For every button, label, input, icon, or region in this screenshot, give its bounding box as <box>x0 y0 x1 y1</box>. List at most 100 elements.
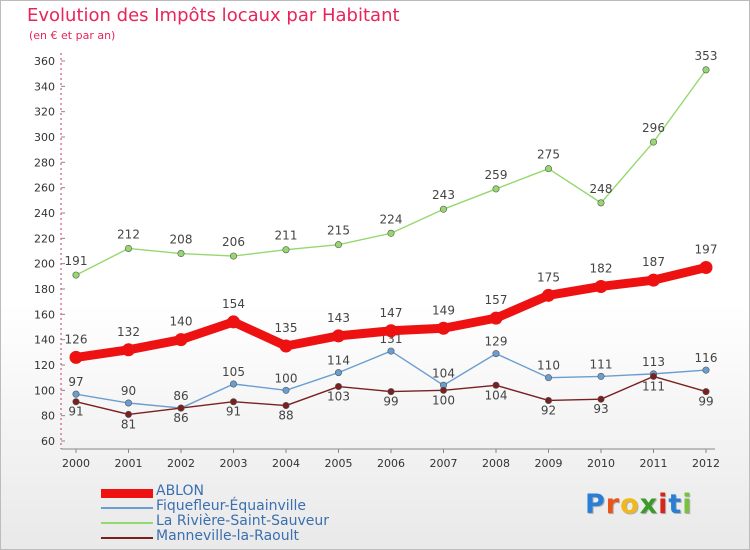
data-point-la-riviere-saint-sauveur <box>334 241 342 249</box>
y-tick-label: 220 <box>34 232 55 245</box>
data-point-manneville-la-raoult <box>230 398 238 406</box>
data-label-manneville-la-raoult: 103 <box>327 390 350 404</box>
data-label-fiquefleur-equainville: 90 <box>121 384 136 398</box>
data-point-la-riviere-saint-sauveur <box>387 229 395 237</box>
y-tick-label: 260 <box>34 182 55 195</box>
data-label-fiquefleur-equainville: 105 <box>222 365 245 379</box>
y-tick-label: 300 <box>34 131 55 144</box>
y-tick-label: 200 <box>34 258 55 271</box>
x-tick-label: 2008 <box>482 457 510 470</box>
data-label-ablon: 157 <box>485 293 508 307</box>
data-point-manneville-la-raoult <box>439 386 447 394</box>
data-point-la-riviere-saint-sauveur <box>544 165 552 173</box>
data-label-fiquefleur-equainville: 86 <box>173 389 188 403</box>
data-label-manneville-la-raoult: 104 <box>485 388 508 402</box>
chart-title: Evolution des Impôts locaux par Habitant <box>27 5 400 26</box>
data-label-manneville-la-raoult: 92 <box>541 403 556 417</box>
x-tick-label: 2000 <box>62 457 90 470</box>
data-label-fiquefleur-equainville: 114 <box>327 354 350 368</box>
data-point-ablon <box>384 324 398 338</box>
data-label-manneville-la-raoult: 99 <box>698 395 713 409</box>
data-point-manneville-la-raoult <box>387 388 395 396</box>
x-tick-label: 2005 <box>325 457 353 470</box>
data-point-ablon <box>227 315 240 329</box>
logo-letter: i <box>682 489 693 520</box>
data-label-fiquefleur-equainville: 111 <box>590 357 613 371</box>
data-point-ablon <box>174 333 188 347</box>
data-point-la-riviere-saint-sauveur <box>439 205 447 213</box>
data-point-manneville-la-raoult <box>492 381 500 389</box>
data-point-ablon <box>122 343 135 357</box>
data-label-ablon: 126 <box>65 332 88 346</box>
x-tick-label: 2012 <box>692 457 720 470</box>
data-label-fiquefleur-equainville: 110 <box>537 359 560 373</box>
data-label-manneville-la-raoult: 100 <box>432 393 455 407</box>
data-point-fiquefleur-equainville <box>387 347 395 355</box>
data-point-la-riviere-saint-sauveur <box>649 138 657 146</box>
data-label-la-riviere-saint-sauveur: 353 <box>695 49 718 63</box>
data-point-ablon <box>279 339 293 353</box>
y-tick-label: 320 <box>34 106 55 119</box>
data-label-manneville-la-raoult: 88 <box>278 409 293 423</box>
data-label-ablon: 147 <box>380 306 403 320</box>
data-label-ablon: 187 <box>642 255 665 269</box>
data-point-manneville-la-raoult <box>72 398 80 406</box>
data-label-fiquefleur-equainville: 97 <box>68 375 83 389</box>
data-label-la-riviere-saint-sauveur: 248 <box>590 182 613 196</box>
data-label-fiquefleur-equainville: 100 <box>275 371 298 385</box>
y-tick-label: 120 <box>34 359 55 372</box>
x-tick-label: 2001 <box>115 457 143 470</box>
y-tick-label: 240 <box>34 207 55 220</box>
data-label-ablon: 149 <box>432 303 455 317</box>
y-tick-label: 140 <box>34 334 55 347</box>
x-tick-label: 2004 <box>272 457 300 470</box>
data-point-fiquefleur-equainville <box>492 350 500 358</box>
legend-swatch <box>101 489 153 498</box>
data-point-la-riviere-saint-sauveur <box>492 185 500 193</box>
x-tick-label: 2009 <box>535 457 563 470</box>
legend-swatch <box>101 537 153 539</box>
data-label-ablon: 197 <box>695 242 718 256</box>
logo-letter: o <box>620 489 640 520</box>
x-tick-label: 2003 <box>220 457 248 470</box>
y-tick-label: 160 <box>34 308 55 321</box>
data-point-fiquefleur-equainville <box>597 372 605 380</box>
data-label-fiquefleur-equainville: 104 <box>432 366 455 380</box>
data-point-la-riviere-saint-sauveur <box>177 250 185 258</box>
data-label-manneville-la-raoult: 111 <box>642 379 665 393</box>
data-label-la-riviere-saint-sauveur: 275 <box>537 148 560 162</box>
data-point-manneville-la-raoult <box>702 388 710 396</box>
data-label-manneville-la-raoult: 99 <box>383 395 398 409</box>
legend-label: Fiquefleur-Équainville <box>156 498 307 514</box>
legend-swatch <box>101 522 153 524</box>
x-tick-label: 2010 <box>587 457 615 470</box>
data-point-manneville-la-raoult <box>177 404 185 412</box>
data-point-manneville-la-raoult <box>544 396 552 404</box>
data-label-manneville-la-raoult: 93 <box>593 402 608 416</box>
data-point-ablon <box>647 273 660 287</box>
data-label-la-riviere-saint-sauveur: 212 <box>117 227 140 241</box>
proxiti-logo: Proxiti <box>585 489 693 520</box>
data-label-la-riviere-saint-sauveur: 224 <box>380 212 403 226</box>
y-tick-label: 100 <box>34 384 55 397</box>
data-point-manneville-la-raoult <box>649 372 657 380</box>
data-point-fiquefleur-equainville <box>702 366 710 374</box>
x-tick-label: 2002 <box>167 457 195 470</box>
data-point-fiquefleur-equainville <box>334 369 342 377</box>
data-point-ablon <box>699 260 713 274</box>
data-label-la-riviere-saint-sauveur: 296 <box>642 121 665 135</box>
logo-letter: r <box>605 489 621 520</box>
data-point-fiquefleur-equainville <box>544 374 552 382</box>
data-label-la-riviere-saint-sauveur: 208 <box>170 233 193 247</box>
y-tick-label: 80 <box>41 410 55 423</box>
data-point-la-riviere-saint-sauveur <box>125 244 133 252</box>
data-point-fiquefleur-equainville <box>125 399 133 407</box>
data-label-manneville-la-raoult: 81 <box>121 417 136 431</box>
data-label-ablon: 132 <box>117 325 140 339</box>
data-label-ablon: 182 <box>590 261 613 275</box>
logo-letter: x <box>639 489 659 520</box>
data-label-manneville-la-raoult: 91 <box>226 405 241 419</box>
data-label-la-riviere-saint-sauveur: 259 <box>485 168 508 182</box>
data-point-ablon <box>489 311 503 325</box>
